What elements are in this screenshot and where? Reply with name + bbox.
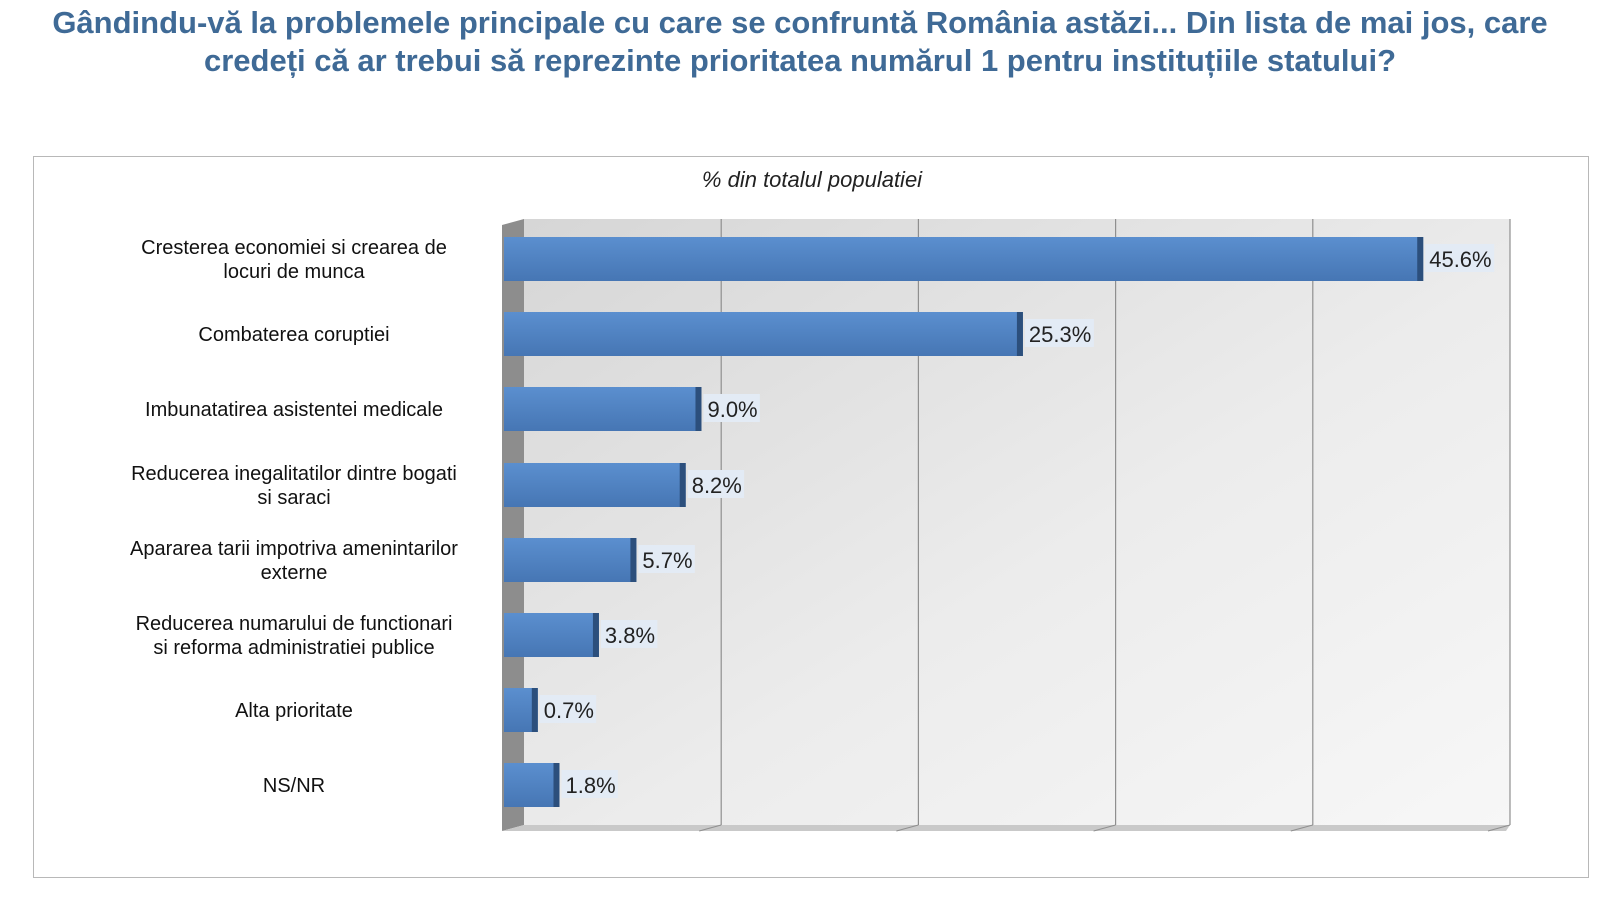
data-label-bg xyxy=(703,394,760,422)
gridline-floor xyxy=(896,824,919,832)
page-title: Gândindu-vă la problemele principale cu … xyxy=(52,5,1548,78)
bar-end-cap xyxy=(679,463,686,507)
chart-frame: % din totalul populatiei 45.6% Cresterea … xyxy=(33,156,1589,878)
bar-end-cap xyxy=(630,538,637,582)
data-label-bg xyxy=(1425,244,1495,272)
category-label: Reducerea numarului de functionari si ref… xyxy=(136,613,453,659)
bar-end-cap xyxy=(1016,312,1023,356)
plot-area: 45.6% Cresterea economiei si crearea de lo… xyxy=(130,219,1511,832)
gridline-floor xyxy=(1487,824,1511,832)
bar-end-cap xyxy=(1417,237,1424,281)
bar xyxy=(504,763,560,807)
data-label-bg xyxy=(638,545,695,573)
category-label: Apararea tarii impotriva amenintarilor ex… xyxy=(130,538,458,584)
gridline-floor xyxy=(1093,824,1116,832)
bar xyxy=(504,237,1424,281)
plot-back-wall xyxy=(524,219,1510,825)
category-label: NS/NR xyxy=(263,775,325,797)
data-label-bg xyxy=(539,695,597,723)
data-label: 0.7% xyxy=(544,698,594,723)
bar xyxy=(504,538,637,582)
data-label-bg xyxy=(600,620,658,648)
data-label: 9.0% xyxy=(707,397,757,422)
bar-end-cap xyxy=(531,688,538,732)
data-label: 25.3% xyxy=(1029,322,1091,347)
data-label: 3.8% xyxy=(605,623,655,648)
chart-subtitle: % din totalul populatiei xyxy=(702,167,923,192)
data-label: 45.6% xyxy=(1429,247,1491,272)
data-label: 1.8% xyxy=(565,773,615,798)
bar xyxy=(504,387,702,431)
data-label: 8.2% xyxy=(692,473,742,498)
bar xyxy=(504,463,686,507)
category-label: Cresterea economiei si crearea de locuri … xyxy=(141,237,447,283)
gridline-floor xyxy=(1290,824,1313,832)
category-label: Imbunatatirea asistentei medicale xyxy=(145,399,443,421)
bar-end-cap xyxy=(695,387,702,431)
data-label-bg xyxy=(561,770,618,798)
category-label: Reducerea inegalitatilor dintre bogati si… xyxy=(131,463,457,509)
data-label-bg xyxy=(1024,319,1094,347)
bar xyxy=(504,613,599,657)
bar-chart: % din totalul populatiei 45.6% Cresterea … xyxy=(130,167,1511,832)
bar-end-cap xyxy=(553,763,560,807)
category-label: Alta prioritate xyxy=(235,700,353,722)
data-label: 5.7% xyxy=(642,548,692,573)
plot-side-wall xyxy=(502,219,524,831)
data-label-bg xyxy=(687,470,745,498)
category-label: Combaterea coruptiei xyxy=(198,324,389,346)
gridline-floor xyxy=(699,824,722,832)
bar xyxy=(504,312,1023,356)
bar-end-cap xyxy=(592,613,599,657)
plot-floor xyxy=(502,825,1510,831)
